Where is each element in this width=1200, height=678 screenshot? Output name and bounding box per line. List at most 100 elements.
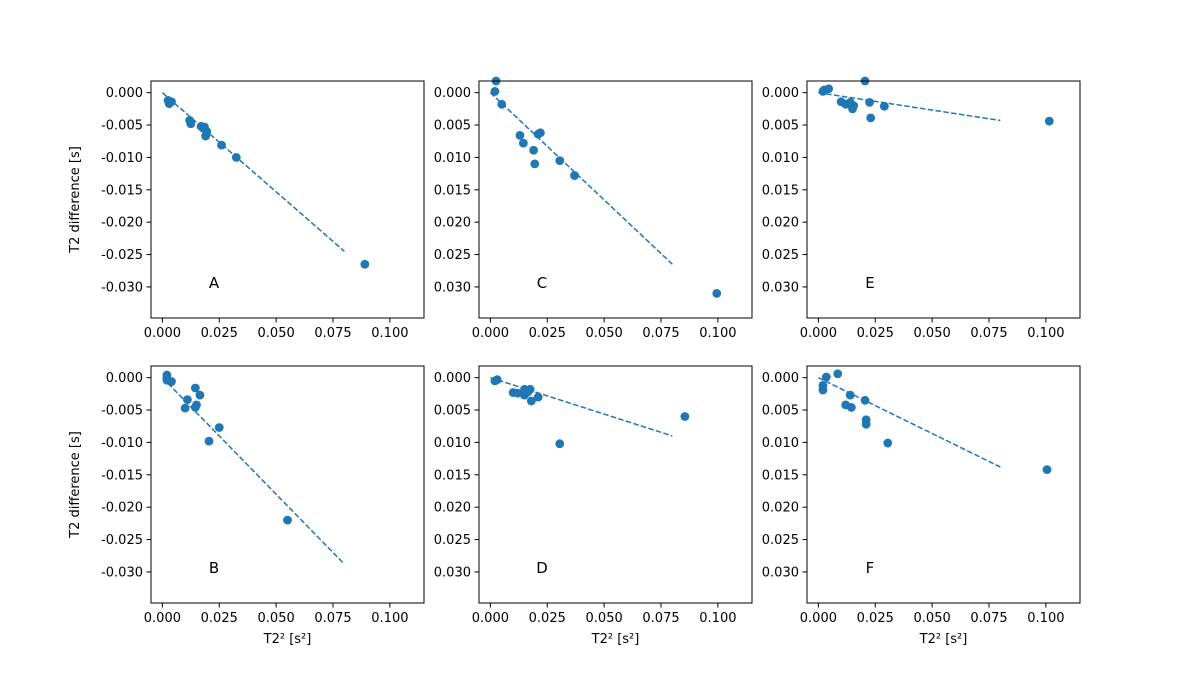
data-point bbox=[513, 388, 523, 398]
data-point bbox=[530, 159, 540, 169]
y-tick-label: 0.010 bbox=[762, 151, 799, 166]
x-tick-label: 0.100 bbox=[371, 611, 408, 626]
x-axis-label: T2² [s²] bbox=[591, 632, 640, 647]
data-point bbox=[497, 99, 507, 109]
x-tick-label: 0.050 bbox=[586, 326, 623, 341]
data-point bbox=[529, 145, 538, 155]
data-point bbox=[712, 288, 722, 298]
panel-b: 0.000 0.025 0.050 0.075 0.100 0.000 -0.005 -0.0… bbox=[68, 365, 425, 647]
y-tick-label: -0.015 bbox=[101, 183, 143, 198]
x-tick-label: 0.025 bbox=[529, 611, 566, 626]
axes-frame bbox=[806, 80, 1081, 319]
data-point bbox=[818, 385, 828, 395]
data-point bbox=[490, 86, 500, 96]
x-axis-label: T2² [s²] bbox=[263, 632, 312, 647]
x-tick-label: 0.075 bbox=[314, 611, 351, 626]
panel-label: A bbox=[209, 274, 220, 292]
x-tick-label: 0.050 bbox=[914, 326, 951, 341]
data-point bbox=[167, 377, 176, 386]
data-point bbox=[680, 412, 690, 421]
data-point bbox=[180, 403, 190, 413]
data-point bbox=[518, 138, 528, 148]
y-tick-label: 0.020 bbox=[762, 501, 799, 516]
data-point bbox=[202, 127, 212, 136]
x-tick-label: 0.050 bbox=[586, 611, 623, 626]
y-tick-label: 0.030 bbox=[762, 565, 799, 580]
y-tick-label: 0.015 bbox=[434, 183, 471, 198]
axes-frame bbox=[478, 80, 753, 319]
y-tick-label: 0.025 bbox=[434, 248, 471, 263]
x-tick-label: 0.000 bbox=[472, 611, 509, 626]
y-tick-label: -0.030 bbox=[101, 565, 143, 580]
y-tick-label: 0.000 bbox=[106, 371, 143, 386]
y-tick-label: -0.010 bbox=[101, 151, 143, 166]
axes-frame bbox=[806, 365, 1081, 604]
y-tick-label: 0.015 bbox=[434, 468, 471, 483]
y-tick-label: 0.000 bbox=[434, 371, 471, 386]
y-tick-label: 0.020 bbox=[434, 216, 471, 231]
y-axis-label: T2 difference [s] bbox=[68, 146, 83, 254]
y-tick-label: 0.030 bbox=[762, 280, 799, 295]
x-tick-label: 0.025 bbox=[201, 611, 238, 626]
x-tick-label: 0.100 bbox=[699, 326, 736, 341]
axes-frame bbox=[150, 365, 425, 604]
data-point bbox=[515, 130, 525, 140]
data-point bbox=[846, 403, 856, 412]
x-tick-label: 0.050 bbox=[914, 611, 951, 626]
data-point bbox=[555, 156, 565, 166]
y-tick-label: 0.010 bbox=[434, 151, 471, 166]
data-point bbox=[214, 423, 224, 432]
x-tick-label: 0.000 bbox=[144, 326, 181, 341]
panel-c: 0.000 0.025 0.050 0.075 0.100 0.000 0.005 0.010… bbox=[434, 76, 753, 341]
y-axis-label: T2 difference [s] bbox=[68, 431, 83, 539]
data-point bbox=[849, 101, 859, 111]
data-point bbox=[183, 395, 192, 405]
x-tick-label: 0.000 bbox=[800, 611, 837, 626]
data-point bbox=[555, 439, 565, 449]
panel-label: B bbox=[209, 559, 219, 577]
y-tick-label: 0.010 bbox=[762, 436, 799, 451]
y-tick-label: 0.005 bbox=[434, 404, 471, 419]
data-point bbox=[526, 396, 536, 406]
data-point bbox=[492, 375, 502, 384]
y-tick-label: 0.015 bbox=[762, 183, 799, 198]
y-tick-label: -0.005 bbox=[101, 119, 143, 134]
x-tick-label: 0.000 bbox=[800, 326, 837, 341]
y-tick-label: -0.025 bbox=[101, 248, 143, 263]
y-tick-label: -0.020 bbox=[101, 501, 143, 516]
x-tick-label: 0.025 bbox=[201, 326, 238, 341]
data-point bbox=[845, 390, 855, 400]
y-tick-label: 0.000 bbox=[762, 371, 799, 386]
x-tick-label: 0.050 bbox=[258, 326, 295, 341]
panel-label: F bbox=[866, 559, 875, 577]
data-point bbox=[570, 171, 579, 180]
data-point bbox=[861, 419, 871, 429]
x-tick-label: 0.050 bbox=[258, 611, 295, 626]
x-tick-label: 0.025 bbox=[529, 326, 566, 341]
y-tick-label: -0.020 bbox=[101, 216, 143, 231]
data-point bbox=[824, 84, 834, 94]
data-point bbox=[1042, 465, 1052, 475]
data-point bbox=[533, 392, 543, 402]
x-tick-label: 0.100 bbox=[699, 611, 736, 626]
x-tick-label: 0.000 bbox=[472, 326, 509, 341]
x-tick-label: 0.100 bbox=[371, 326, 408, 341]
y-tick-label: 0.000 bbox=[106, 86, 143, 101]
y-tick-label: 0.020 bbox=[762, 216, 799, 231]
data-point bbox=[833, 369, 843, 379]
data-point bbox=[190, 383, 200, 393]
y-tick-label: 0.020 bbox=[434, 501, 471, 516]
data-point bbox=[186, 119, 196, 129]
y-tick-label: 0.000 bbox=[434, 86, 471, 101]
y-tick-label: -0.025 bbox=[101, 533, 143, 548]
y-tick-label: -0.005 bbox=[101, 404, 143, 419]
x-tick-label: 0.100 bbox=[1027, 326, 1064, 341]
y-tick-label: 0.030 bbox=[434, 565, 471, 580]
panel-d: 0.000 0.025 0.050 0.075 0.100 0.000 0.005 0.010… bbox=[434, 365, 753, 647]
data-point bbox=[204, 436, 214, 446]
panel-f: 0.000 0.025 0.050 0.075 0.100 0.000 0.005 0.010… bbox=[762, 365, 1081, 647]
data-point bbox=[879, 101, 889, 111]
y-tick-label: -0.015 bbox=[101, 468, 143, 483]
panel-a: 0.000 0.025 0.050 0.075 0.100 0.000 -0.005 -0.0… bbox=[68, 80, 425, 341]
